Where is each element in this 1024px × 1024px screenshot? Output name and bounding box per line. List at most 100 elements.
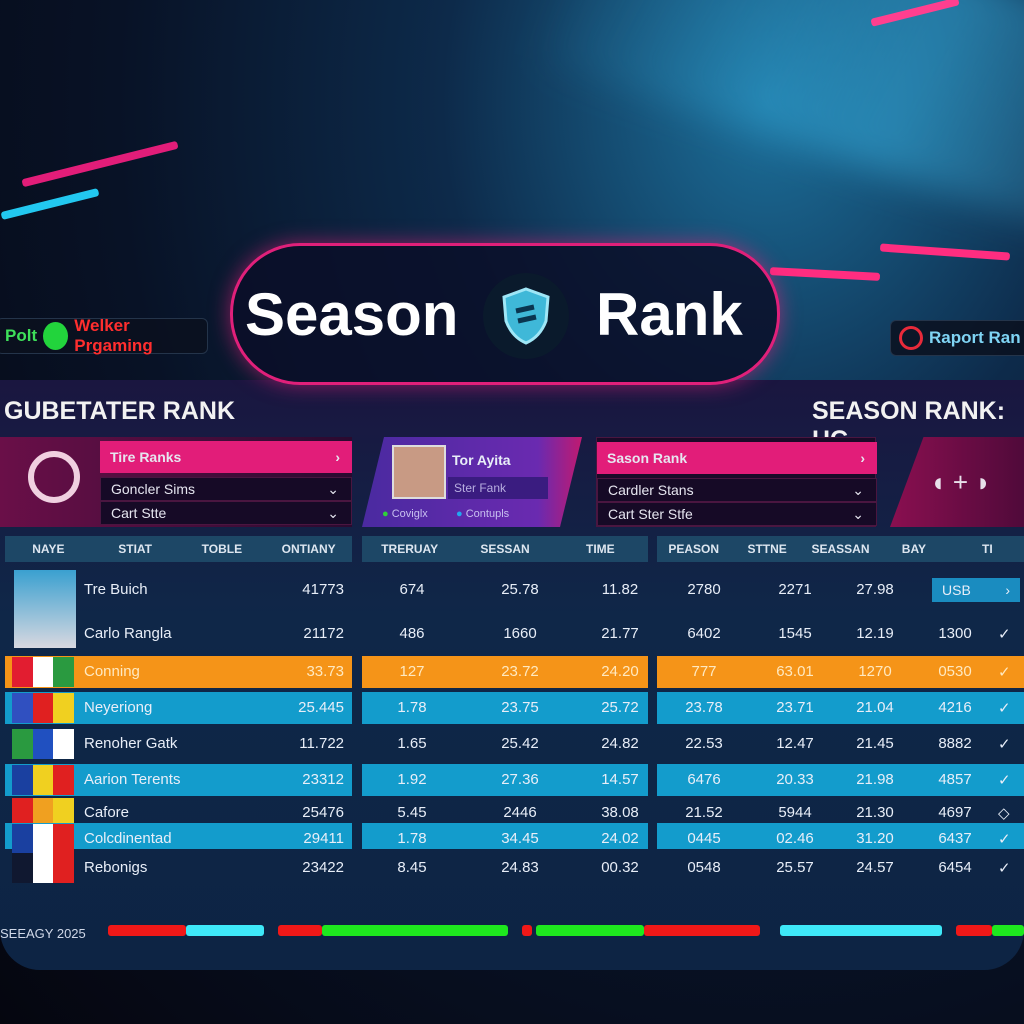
tire-ranks-button[interactable]: Tire Ranks › xyxy=(100,441,352,473)
column-header[interactable]: PEASON xyxy=(668,542,720,556)
stat-value: 2446 xyxy=(503,804,537,821)
chevron-down-icon: ⌄ xyxy=(327,504,339,521)
player-rank: Ster Fank xyxy=(448,477,548,499)
player-name[interactable]: Cafore xyxy=(84,804,130,821)
stat-value: 4216 xyxy=(938,699,972,716)
player-name: Tor Ayita xyxy=(452,452,511,468)
footer-season-label: SEEAGY 2025 xyxy=(0,926,86,941)
report-badge[interactable]: Raport Ran xyxy=(890,320,1024,356)
column-header[interactable]: TIME xyxy=(585,542,615,556)
player-name[interactable]: Tre Buich xyxy=(84,581,148,598)
stat-value: 24.02 xyxy=(601,830,639,847)
column-header[interactable]: TOBLE xyxy=(201,542,243,556)
player-photo xyxy=(14,570,76,648)
column-header[interactable]: BAY xyxy=(901,542,927,556)
column-header[interactable]: TRERUAY xyxy=(381,542,439,556)
controllers-icon: ◖ + ◗ xyxy=(930,467,992,497)
stat-value: 2780 xyxy=(687,581,721,598)
chevron-down-icon: ⌄ xyxy=(852,481,864,498)
usb-button[interactable]: USB › xyxy=(932,578,1020,602)
label: Cart Stte xyxy=(111,505,167,521)
check-icon[interactable]: ✓ xyxy=(998,736,1011,753)
column-header[interactable]: SEASSAN xyxy=(811,542,870,556)
stat-value: 20.33 xyxy=(776,771,814,788)
stat-value: 12.47 xyxy=(776,735,814,752)
stat-value: 21.30 xyxy=(856,804,894,821)
country-flag-icon xyxy=(12,824,75,854)
title-frame xyxy=(230,243,780,385)
stat-value: 486 xyxy=(399,625,425,642)
player-name[interactable]: Renoher Gatk xyxy=(84,735,178,752)
stat-value: 8.45 xyxy=(397,859,427,876)
check-icon[interactable]: ✓ xyxy=(998,700,1011,717)
row-highlight xyxy=(657,692,1024,724)
status-online: ● Coviglx xyxy=(382,508,428,520)
player-name[interactable]: Colcdinentad xyxy=(84,830,172,847)
stat-value: 24.82 xyxy=(601,735,639,752)
progress-segment xyxy=(322,925,508,936)
stat-value: 27.98 xyxy=(856,581,894,598)
check-icon[interactable]: ✓ xyxy=(998,664,1011,681)
diamond-icon[interactable]: ◇ xyxy=(998,805,1010,822)
player-name[interactable]: Rebonigs xyxy=(84,859,148,876)
player-name[interactable]: Aarion Terents xyxy=(84,771,181,788)
stat-value: 27.36 xyxy=(501,771,539,788)
progress-segment xyxy=(536,925,644,936)
stat-value: 1.92 xyxy=(397,771,427,788)
team-logo-icon xyxy=(28,451,80,503)
stat-value: 25476 xyxy=(302,804,344,821)
stat-value: 23312 xyxy=(302,771,344,788)
select-1[interactable]: Goncler Sims ⌄ xyxy=(100,477,352,501)
check-icon[interactable]: ✓ xyxy=(998,860,1011,877)
row-highlight xyxy=(362,656,648,688)
check-icon[interactable]: ✓ xyxy=(998,772,1011,789)
stat-value: 1.78 xyxy=(397,699,427,716)
report-icon xyxy=(899,326,923,350)
season-rank-button[interactable]: Sason Rank › xyxy=(597,442,877,474)
label: USB xyxy=(942,582,971,598)
player-name[interactable]: Conning xyxy=(84,663,140,680)
country-flag-icon xyxy=(12,798,75,828)
stat-value: 4697 xyxy=(938,804,972,821)
row-highlight xyxy=(657,656,1024,688)
row-highlight xyxy=(362,692,648,724)
column-header[interactable]: ONTIANY xyxy=(281,542,336,556)
select-2[interactable]: Cart Ster Stfe ⌄ xyxy=(597,502,877,526)
stat-value: 25.42 xyxy=(501,735,539,752)
column-header[interactable]: TI xyxy=(981,542,993,556)
column-header[interactable]: STTNE xyxy=(747,542,787,556)
country-flag-icon xyxy=(12,693,75,723)
status-contacts: ● Contupls xyxy=(456,508,510,520)
column-header[interactable]: STIAT xyxy=(118,542,153,556)
stat-value: 25.72 xyxy=(601,699,639,716)
badge-label: Raport Ran xyxy=(929,328,1021,347)
player-name[interactable]: Neyeriong xyxy=(84,699,153,716)
stat-value: 34.45 xyxy=(501,830,539,847)
streamer-badge[interactable]: Polt Welker Prgaming xyxy=(0,316,208,355)
column-header[interactable]: NAYE xyxy=(32,542,65,556)
check-icon[interactable]: ✓ xyxy=(998,626,1011,643)
select-2[interactable]: Cart Stte ⌄ xyxy=(100,501,352,525)
country-flag-icon xyxy=(12,853,75,883)
check-icon[interactable]: ✓ xyxy=(998,831,1011,848)
column-header[interactable]: SESSAN xyxy=(480,542,530,556)
stat-value: 23.75 xyxy=(501,699,539,716)
stat-value: 12.19 xyxy=(856,625,894,642)
stat-value: 63.01 xyxy=(776,663,814,680)
row-highlight xyxy=(657,823,1024,849)
select-1[interactable]: Cardler Stans ⌄ xyxy=(597,478,877,502)
stat-value: 4857 xyxy=(938,771,972,788)
stat-value: 21172 xyxy=(303,625,344,642)
stat-value: 23.71 xyxy=(776,699,814,716)
row-highlight xyxy=(362,823,648,849)
label: Tire Ranks xyxy=(110,449,182,465)
status-dot-icon: ● xyxy=(382,508,389,520)
player-name[interactable]: Carlo Rangla xyxy=(84,625,172,642)
label: Sason Rank xyxy=(607,450,688,466)
stat-value: 23.72 xyxy=(501,663,539,680)
progress-segment xyxy=(278,925,322,936)
stat-value: 25.78 xyxy=(501,581,539,598)
title-rank: Rank xyxy=(596,281,743,348)
stat-value: 1300 xyxy=(938,625,972,642)
player-card[interactable]: Tor Ayita Ster Fank ● Coviglx ● Contupls xyxy=(362,437,582,527)
